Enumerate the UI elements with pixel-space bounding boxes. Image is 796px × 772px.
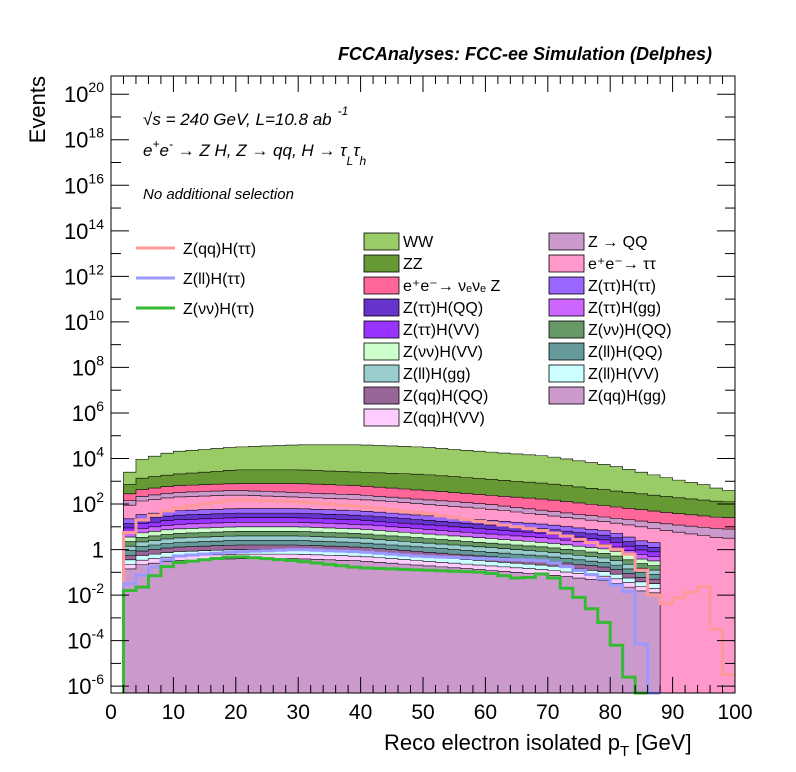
y-axis-ticks (111, 93, 735, 687)
legend-col1-label-6: Z(ll)H(gg) (403, 366, 471, 383)
legend-col2-swatch-3 (548, 298, 585, 317)
legend-col1-swatch-7 (363, 386, 400, 405)
legend-col1-label-4: Z(ττ)H(VV) (403, 322, 480, 339)
legend-col1-label-8: Z(qq)H(VV) (403, 410, 485, 427)
x-axis-label: Reco electron isolated pT [GeV] (384, 730, 692, 760)
y-tick-label-14: 1014 (64, 216, 104, 244)
y-tick-label-4: 104 (72, 443, 104, 471)
legend-col1-swatch-4 (363, 320, 400, 339)
x-tick-label-100: 100 (717, 701, 752, 724)
y-tick-label--6: 10-6 (67, 671, 104, 699)
y-tick-label--2: 10-2 (67, 580, 104, 608)
legend-signals: Z(qq)H(ττ) Z(ll)H(ττ) Z(νν)H(ττ) (136, 241, 256, 318)
legend-col2-label-4: Z(νν)H(QQ) (588, 322, 672, 339)
legend-col1-label-5: Z(νν)H(VV) (403, 344, 483, 361)
legend-col2-swatch-6 (548, 364, 585, 383)
y-tick-label-20: 1020 (64, 79, 104, 107)
legend-col1-swatch-1 (363, 254, 400, 273)
x-tick-label-40: 40 (349, 701, 372, 724)
legend-col2-label-1: e⁺e⁻→ ττ (588, 256, 656, 273)
signal-lines (121, 498, 735, 695)
legend-col1-swatch-6 (363, 364, 400, 383)
x-tick-label-60: 60 (474, 701, 497, 724)
signal-line-1 (121, 548, 661, 695)
legend-col1-swatch-2 (363, 276, 400, 295)
legend-col1-swatch-3 (363, 298, 400, 317)
legend-col1-label-2: e⁺e⁻→ νₑνₑ Z (403, 278, 500, 295)
legend-col2-swatch-1 (548, 254, 585, 273)
signal-line-2 (121, 555, 648, 695)
legend-col1-swatch-8 (363, 408, 400, 427)
y-tick-label-2: 102 (72, 489, 104, 517)
x-tick-label-30: 30 (287, 701, 310, 724)
y-tick-label-8: 108 (72, 352, 104, 380)
legend-col1-label-7: Z(qq)H(QQ) (403, 388, 488, 405)
x-tick-label-80: 80 (599, 701, 622, 724)
legend-col2-swatch-4 (548, 320, 585, 339)
x-tick-label-50: 50 (411, 701, 434, 724)
legend-signal-label-0: Z(qq)H(ττ) (183, 241, 256, 258)
x-tick-label-0: 0 (105, 701, 117, 724)
x-axis-ticks (110, 76, 736, 693)
y-tick-label-0: 1 (92, 538, 104, 563)
y-tick-label-16: 1016 (64, 170, 104, 198)
stack-z-qq-h-gg--16 (123, 558, 661, 694)
legend-col1-swatch-0 (363, 232, 400, 251)
y-tick-label--4: 10-4 (67, 626, 104, 654)
legend-signal-label-2: Z(νν)H(ττ) (183, 301, 254, 318)
x-tick-label-70: 70 (536, 701, 559, 724)
annotation-block: √s = 240 GeV, L=10.8 ab -1 e+e- → Z H, Z … (143, 104, 367, 203)
annotation-selection: No additional selection (143, 186, 294, 203)
annotation-process: e+e- → Z H, Z → qq, H → τLτh (143, 137, 367, 168)
x-tick-label-90: 90 (661, 701, 684, 724)
chart-title: FCCAnalyses: FCC-ee Simulation (Delphes) (338, 44, 712, 64)
legend-col2-label-0: Z → QQ (588, 234, 648, 251)
legend-col2-swatch-2 (548, 276, 585, 295)
y-tick-label-18: 1018 (64, 125, 104, 153)
legend-col2-swatch-0 (548, 232, 585, 251)
legend-signal-label-1: Z(ll)H(ττ) (183, 271, 245, 288)
y-axis-tick-labels: 10-6 10-4 10-2 1 102 104 106 108 1010 1012 1014 101… (64, 79, 104, 699)
x-tick-label-20: 20 (224, 701, 247, 724)
y-tick-label-12: 1012 (64, 261, 104, 289)
x-tick-label-10: 10 (162, 701, 185, 724)
legend-col2-swatch-5 (548, 342, 585, 361)
x-axis-tick-labels: 0 10 20 30 40 50 60 70 80 90 100 (105, 701, 752, 724)
legend-column-2: Z → QQ e⁺e⁻→ ττ Z(ττ)H(ττ) Z(ττ)H(gg) Z(νν)H… (548, 232, 672, 405)
legend-col2-label-5: Z(ll)H(QQ) (588, 344, 663, 361)
legend-col2-label-2: Z(ττ)H(ττ) (588, 278, 656, 295)
annotation-energy: √s = 240 GeV, L=10.8 ab -1 (143, 104, 348, 129)
legend-col2-label-6: Z(ll)H(VV) (588, 366, 659, 383)
signal-line-0 (121, 498, 735, 693)
legend-col2-label-3: Z(ττ)H(gg) (588, 300, 661, 317)
legend-col1-label-1: ZZ (403, 256, 423, 273)
legend-col1-label-3: Z(ττ)H(QQ) (403, 300, 483, 317)
legend-column-1: WW ZZ e⁺e⁻→ νₑνₑ Z Z(ττ)H(QQ) Z(ττ)H(VV) Z(νν… (363, 232, 500, 427)
y-tick-label-6: 106 (72, 398, 104, 426)
legend-col1-label-0: WW (403, 234, 434, 251)
legend-col2-label-7: Z(qq)H(gg) (588, 388, 666, 405)
y-axis-label: Events (25, 76, 50, 143)
legend-col1-swatch-5 (363, 342, 400, 361)
background-stack (123, 444, 736, 694)
legend-col2-swatch-7 (548, 386, 585, 405)
y-tick-label-10: 1010 (64, 307, 104, 335)
